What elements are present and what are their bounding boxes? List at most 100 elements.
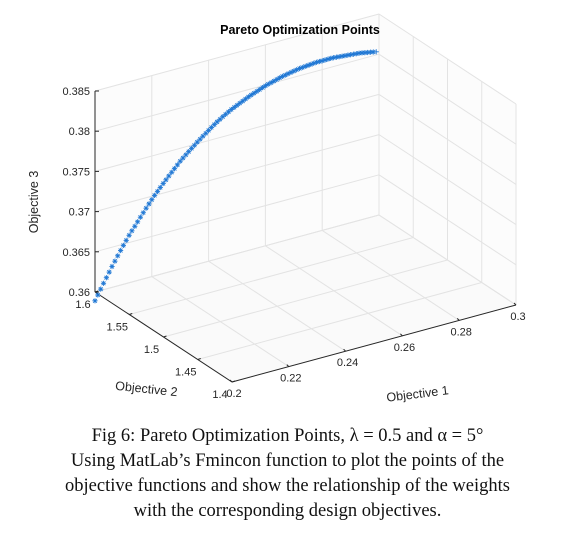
x-tick [513, 302, 517, 306]
x-tick [286, 364, 290, 367]
marker-stroke [322, 57, 328, 63]
data-point [160, 180, 166, 187]
y-axis-label: Objective 2 [115, 379, 179, 399]
grid-line [129, 237, 414, 315]
data-point [117, 247, 124, 254]
data-point [154, 188, 161, 194]
marker-stroke [354, 51, 359, 56]
marker-stroke [109, 264, 115, 269]
x-tick-label: 0.22 [280, 373, 301, 385]
data-point [140, 210, 146, 216]
data-point [149, 197, 155, 203]
y-tick-label: 1.45 [175, 367, 196, 379]
marker-stroke [365, 50, 370, 55]
marker-stroke [121, 243, 126, 248]
marker-stroke [126, 233, 132, 238]
data-point [237, 100, 243, 106]
marker-stroke [342, 53, 348, 58]
marker-stroke [118, 248, 123, 253]
marker-stroke [166, 173, 172, 179]
marker-stroke [146, 201, 152, 207]
marker-stroke [160, 181, 166, 186]
y-tick-label: 1.6 [75, 299, 90, 311]
data-point [166, 173, 172, 179]
data-point [234, 102, 240, 108]
marker-stroke [138, 214, 143, 220]
caption-line-1: Fig 6: Pareto Optimization Points, λ = 0… [91, 426, 484, 446]
tick-labels: 0.20.220.240.260.280.31.41.451.51.551.60… [62, 86, 525, 401]
marker-stroke [331, 55, 336, 60]
data-point [203, 130, 209, 136]
data-point [373, 49, 379, 55]
z-tick-label: 0.385 [62, 86, 90, 98]
data-point [242, 96, 249, 102]
data-point [112, 258, 118, 264]
x-tick-label: 0.24 [337, 357, 358, 369]
x-tick [343, 348, 346, 352]
data-point [228, 106, 234, 113]
grid-line [94, 13, 380, 92]
marker-stroke [254, 89, 260, 94]
marker-stroke [351, 51, 356, 57]
data-point [129, 228, 135, 234]
figure-caption: Fig 6: Pareto Optimization Points, λ = 0… [0, 424, 575, 524]
data-point [135, 219, 141, 225]
grid-line [163, 259, 448, 338]
chart-title: Pareto Optimization Points [220, 23, 380, 37]
marker-stroke [132, 224, 138, 229]
data-point [109, 263, 115, 270]
marker-stroke [115, 253, 120, 259]
data-point [370, 49, 376, 55]
pareto-3d-plot: 0.2 0.22 0.24 0.26 0.28 0.3 1.4 1.45 1.5 1.55 1.6 0… [27, 13, 526, 405]
grid-line [94, 214, 380, 293]
data-point [123, 237, 129, 243]
plot-canvas: 0.20.220.240.260.280.31.41.451.51.551.60… [27, 13, 526, 405]
marker-stroke [345, 52, 351, 58]
data-point [157, 184, 163, 191]
marker-stroke [334, 54, 339, 60]
x-tick [400, 333, 403, 337]
grid-line [94, 174, 380, 253]
data-point [260, 84, 266, 91]
marker-stroke [163, 177, 169, 183]
marker-stroke [246, 94, 251, 100]
data-point [169, 169, 175, 175]
marker-stroke [240, 98, 245, 104]
z-tick-label: 0.36 [69, 287, 90, 299]
data-point [95, 292, 101, 298]
data-point [143, 205, 149, 211]
x-axis-label: Objective 1 [386, 383, 450, 405]
data-point [174, 162, 180, 168]
z-tick-label: 0.365 [62, 247, 90, 259]
data-point [100, 280, 107, 286]
marker-stroke [169, 170, 174, 175]
caption-line-2: Using MatLab’s Fmincon function to plot … [70, 451, 505, 471]
marker-stroke [314, 60, 319, 65]
marker-stroke [92, 298, 98, 304]
marker-stroke [251, 90, 257, 96]
marker-stroke [112, 258, 118, 264]
y-tick [129, 313, 133, 315]
marker-stroke [98, 286, 103, 292]
data-point [248, 92, 254, 98]
data-point [245, 94, 251, 100]
y-tick-label: 1.55 [107, 322, 128, 334]
marker-stroke [101, 281, 106, 286]
x-tick [229, 379, 233, 383]
data-point [98, 286, 104, 292]
marker-stroke [135, 219, 140, 225]
marker-stroke [348, 52, 353, 57]
data-point [137, 214, 143, 220]
y-tick [197, 358, 201, 360]
marker-stroke [339, 53, 345, 59]
grid-line [378, 174, 517, 266]
data-point [254, 88, 260, 94]
marker-stroke [328, 56, 333, 61]
marker-stroke [229, 107, 234, 112]
caption-line-4: with the corresponding design objectives… [133, 501, 442, 521]
grid-line [378, 134, 517, 226]
data-point [115, 253, 121, 259]
data-point [231, 104, 237, 111]
marker-stroke [141, 210, 146, 215]
grid-line [378, 13, 517, 105]
